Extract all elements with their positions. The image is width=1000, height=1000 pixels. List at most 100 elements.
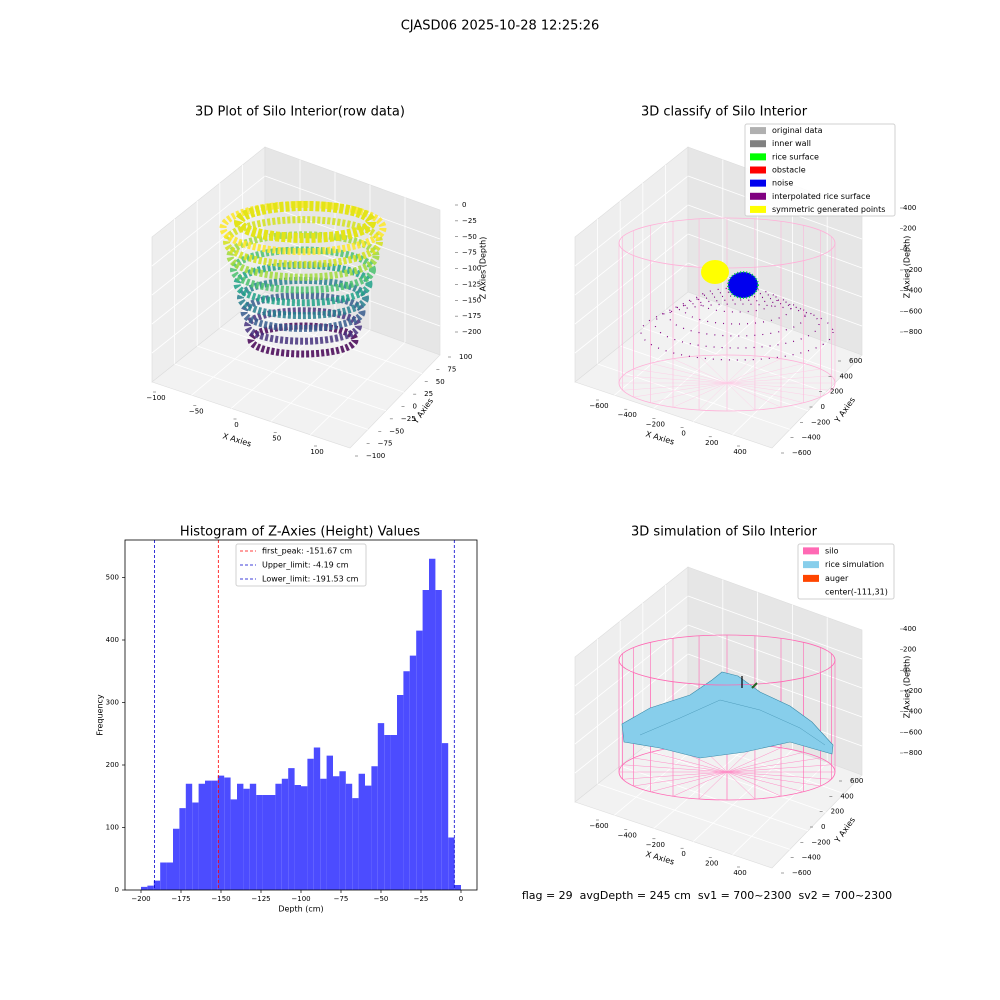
y-tick-label: −200 xyxy=(811,838,830,846)
bar xyxy=(301,786,308,890)
silo-wire xyxy=(633,757,728,773)
y-tick-label: 25 xyxy=(424,390,433,398)
silo-wire xyxy=(726,382,821,398)
point-band xyxy=(226,231,380,281)
x-tick-label: 0 xyxy=(234,421,238,429)
pane-grid xyxy=(310,342,406,436)
silo-wire xyxy=(726,382,804,403)
bar xyxy=(397,695,404,890)
y-tick-label: 400 xyxy=(106,636,119,644)
silo-wire xyxy=(726,382,832,391)
bar xyxy=(333,776,340,890)
x-axis-label: X Axies xyxy=(222,431,253,448)
z-tick-label: 400 xyxy=(903,625,916,633)
y-axis-label: Frequency xyxy=(96,694,105,736)
x-axis-label: X Axies xyxy=(645,849,676,866)
point-band xyxy=(219,200,387,256)
bar xyxy=(339,771,346,890)
bar xyxy=(153,880,161,890)
pane-grid xyxy=(264,233,441,298)
y-tick-label: −75 xyxy=(378,440,393,448)
x-tick-label: −600 xyxy=(589,822,608,830)
x-tick-label: 200 xyxy=(705,439,718,447)
silo-wire xyxy=(726,355,756,384)
pane-grid xyxy=(264,204,441,269)
y-tick-label: −600 xyxy=(792,449,811,457)
silo-wire xyxy=(622,771,728,780)
bar xyxy=(409,655,417,890)
y-tick-label: −200 xyxy=(811,418,830,426)
rice-surface xyxy=(621,671,834,759)
silo-wire xyxy=(726,363,804,384)
bar xyxy=(422,590,429,890)
silo-wire xyxy=(672,382,728,408)
legend-label: silo xyxy=(825,546,839,555)
z-tick-label: −125 xyxy=(462,280,481,288)
y-tick-label: 300 xyxy=(106,699,119,707)
figure-title: CJASD06 2025-10-28 12:25:26 xyxy=(401,19,600,34)
pane-grid xyxy=(642,747,827,813)
z-tick-label: −175 xyxy=(462,312,481,320)
x-tick-label: −400 xyxy=(618,831,637,839)
x-tick-label: −200 xyxy=(646,841,665,849)
legend-label: obstacle xyxy=(772,166,806,175)
z-tick-label: 0 xyxy=(903,666,907,674)
silo-wire xyxy=(726,358,782,384)
pane-grid xyxy=(687,624,863,689)
silo-wire xyxy=(726,771,821,787)
x-axis-label: Depth (cm) xyxy=(278,905,323,914)
x-tick-label: 50 xyxy=(272,435,281,443)
legend-patch xyxy=(750,166,766,174)
pane xyxy=(574,291,863,449)
point-band xyxy=(240,292,366,332)
x-tick-label: −50 xyxy=(189,408,204,416)
pane-grid xyxy=(151,233,266,325)
bar xyxy=(185,783,193,890)
pane xyxy=(151,291,441,449)
bar xyxy=(416,630,423,890)
x-tick-label: 100 xyxy=(310,448,323,456)
y-tick-label: 100 xyxy=(459,353,472,361)
pane-grid xyxy=(620,345,809,412)
pane-grid xyxy=(191,304,301,396)
pane-grid xyxy=(230,316,336,409)
annotation: flag = 29 avgDepth = 245 cm sv1 = 700~23… xyxy=(522,889,892,902)
legend-label: rice simulation xyxy=(825,560,884,569)
bar xyxy=(205,780,212,890)
bar xyxy=(307,758,314,890)
bar xyxy=(435,590,442,890)
surface-dots xyxy=(682,291,792,325)
x-tick-label: 0 xyxy=(459,895,463,903)
y-tick-label: 100 xyxy=(106,824,119,832)
legend-patch xyxy=(750,205,766,213)
bar xyxy=(365,785,372,890)
y-tick-label: 75 xyxy=(447,365,456,373)
pane-grid xyxy=(620,765,809,832)
silo-wire xyxy=(672,358,728,384)
silo-wire xyxy=(726,771,756,800)
x-axis-label: X Axies xyxy=(645,429,676,446)
silo-wire xyxy=(672,771,728,797)
obstacle-blob xyxy=(701,260,729,284)
y-tick-label: 0 xyxy=(821,403,825,411)
surface-dots xyxy=(668,295,806,337)
silo-wire xyxy=(650,771,728,793)
noise-blob xyxy=(727,271,759,299)
pane-grid xyxy=(687,204,863,269)
point-band xyxy=(233,261,373,307)
pane-grid xyxy=(597,363,791,430)
x-tick-label: −175 xyxy=(171,895,190,903)
legend-label: auger xyxy=(825,574,849,583)
legend-label: Lower_limit: -191.53 cm xyxy=(262,575,359,584)
bar xyxy=(256,795,263,890)
bar xyxy=(230,799,237,890)
bar xyxy=(141,886,148,890)
pane-grid xyxy=(197,345,387,412)
auger xyxy=(751,682,758,689)
pane-grid xyxy=(687,595,863,660)
x-tick-label: 400 xyxy=(733,869,746,877)
bar xyxy=(313,747,321,890)
legend-label: Upper_limit: -4.19 cm xyxy=(262,561,349,570)
bar xyxy=(403,671,410,890)
z-tick-label: 200 xyxy=(903,225,916,233)
